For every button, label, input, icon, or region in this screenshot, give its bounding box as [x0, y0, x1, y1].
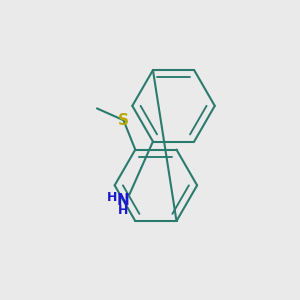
Text: H: H [106, 191, 117, 204]
Text: H: H [118, 204, 129, 217]
Text: N: N [117, 193, 130, 208]
Text: S: S [118, 113, 129, 128]
